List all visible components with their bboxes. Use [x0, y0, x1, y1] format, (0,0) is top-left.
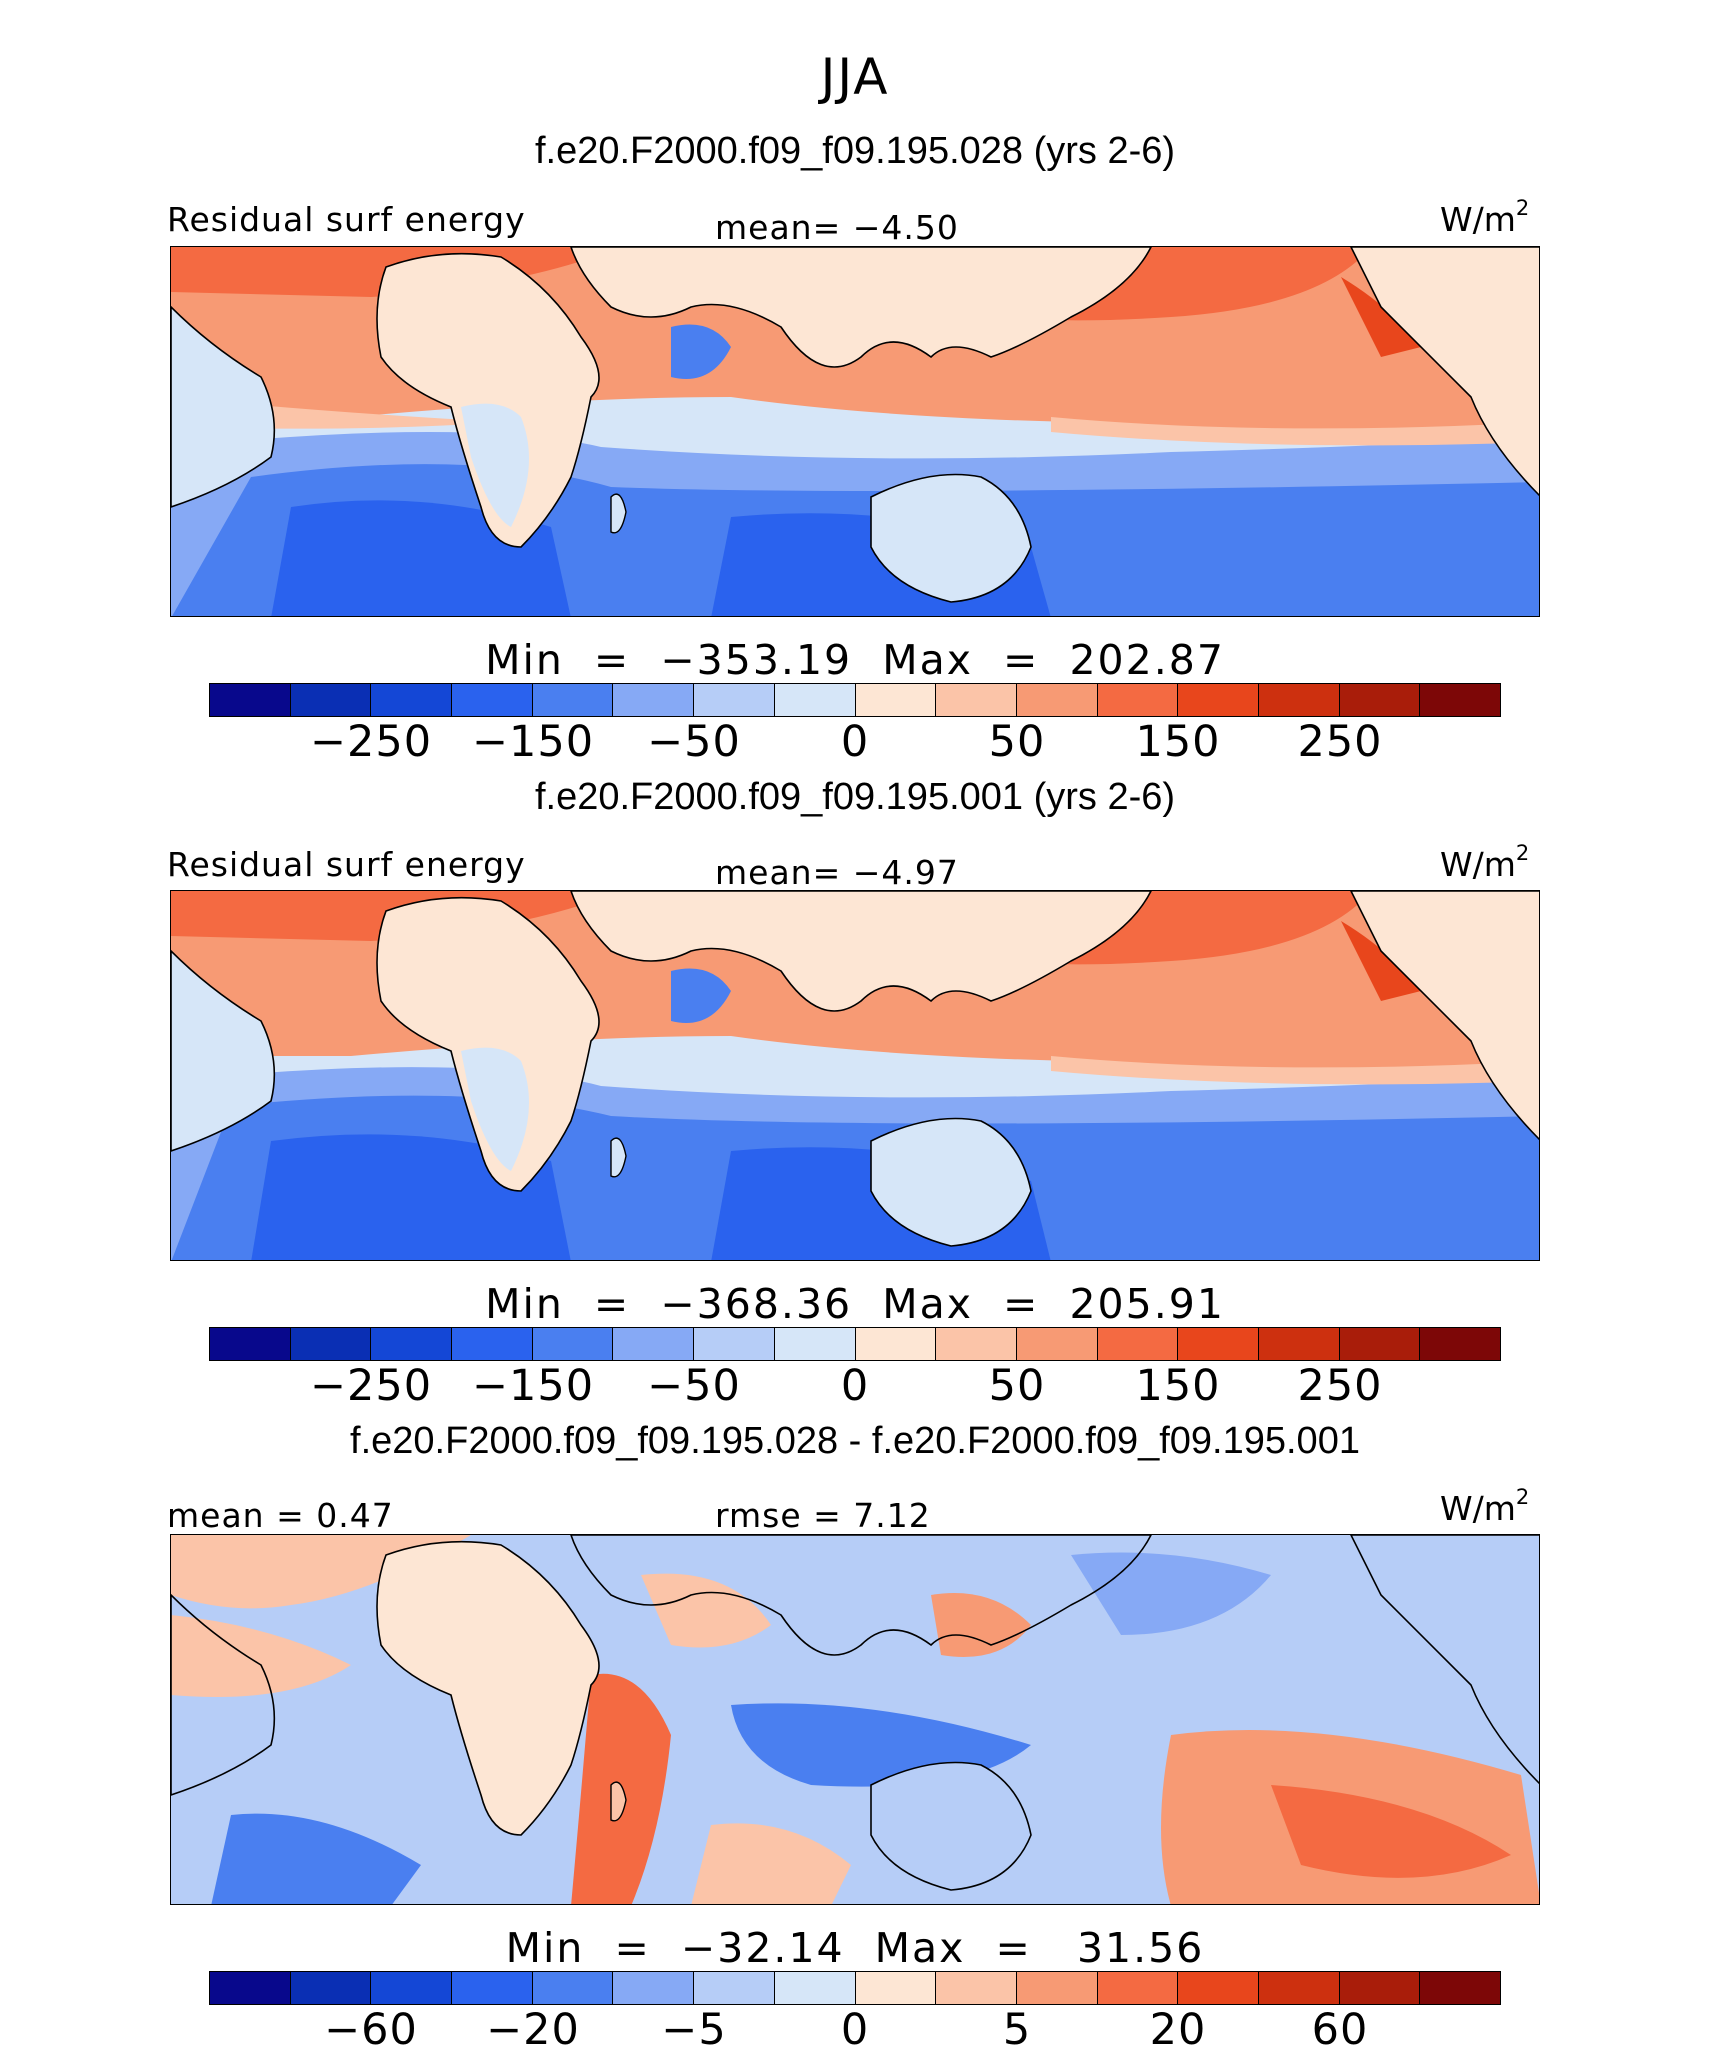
panel-3-map — [170, 1534, 1540, 1905]
colorbar-swatch — [1016, 1972, 1098, 2004]
colorbar-swatch — [371, 684, 453, 716]
colorbar-swatch — [694, 684, 775, 716]
panel-1-variable-label: Residual surf energy — [167, 200, 526, 239]
panel-1-tick: 50 — [988, 717, 1046, 767]
panel-2-mean-label: mean= −4.97 — [715, 853, 959, 892]
colorbar-swatch — [613, 684, 695, 716]
colorbar-swatch — [855, 1972, 937, 2004]
panel-3-minmax: Min = −32.14 Max = 31.56 — [505, 1924, 1205, 1972]
panel-1-minmax: Min = −353.19 Max = 202.87 — [485, 636, 1225, 684]
colorbar-swatch — [290, 1972, 372, 2004]
colorbar-swatch — [613, 1328, 695, 1360]
panel-2-tick: −250 — [309, 1361, 433, 1411]
colorbar-swatch — [532, 684, 614, 716]
panel-1-tick: 250 — [1297, 717, 1383, 767]
colorbar-swatch — [532, 1328, 614, 1360]
panel-3-tick: −5 — [661, 2005, 727, 2055]
colorbar-swatch — [1097, 1972, 1179, 2004]
colorbar-swatch — [1258, 1972, 1340, 2004]
panel-1-tick: 0 — [840, 717, 870, 767]
colorbar-swatch — [1178, 684, 1259, 716]
panel-1-map — [170, 246, 1540, 617]
panel-3-tick: −60 — [324, 2005, 418, 2055]
panel-3-rmse-label: rmse = 7.12 — [715, 1496, 931, 1535]
colorbar-swatch — [371, 1328, 453, 1360]
colorbar-swatch — [1097, 1328, 1179, 1360]
colorbar-swatch — [936, 1328, 1017, 1360]
colorbar-swatch — [1016, 684, 1098, 716]
panel-3-colorbar — [209, 1971, 1501, 2005]
panel-1-tick: −50 — [647, 717, 741, 767]
colorbar-swatch — [613, 1972, 695, 2004]
panel-1-tick: 150 — [1135, 717, 1221, 767]
colorbar-swatch — [936, 1972, 1017, 2004]
colorbar-swatch — [694, 1972, 775, 2004]
panel-2-tick: 50 — [988, 1361, 1046, 1411]
panel-2-variable-label: Residual surf energy — [167, 845, 526, 884]
colorbar-swatch — [694, 1328, 775, 1360]
panel-1-colorbar — [209, 683, 1501, 717]
colorbar-swatch — [1178, 1328, 1259, 1360]
colorbar-swatch — [290, 1328, 372, 1360]
panel-2-title: f.e20.F2000.f09_f09.195.001 (yrs 2-6) — [534, 776, 1176, 818]
colorbar-swatch — [1420, 1328, 1500, 1360]
panel-1-tick: −250 — [309, 717, 433, 767]
colorbar-swatch — [855, 684, 937, 716]
colorbar-swatch — [774, 1972, 856, 2004]
panel-3-title: f.e20.F2000.f09_f09.195.028 - f.e20.F200… — [350, 1420, 1360, 1462]
colorbar-swatch — [452, 684, 533, 716]
panel-3-units: W/m2 — [1440, 1485, 1530, 1528]
colorbar-swatch — [452, 1972, 533, 2004]
panel-1-units: W/m2 — [1440, 196, 1530, 239]
colorbar-swatch — [290, 684, 372, 716]
panel-2-map — [170, 890, 1540, 1261]
panel-3-tick: 5 — [1002, 2005, 1032, 2055]
panel-2-tick: −50 — [647, 1361, 741, 1411]
panel-3-tick: 0 — [840, 2005, 870, 2055]
panel-3-tick: −20 — [486, 2005, 580, 2055]
panel-1-mean-label: mean= −4.50 — [715, 208, 959, 247]
colorbar-swatch — [1420, 1972, 1500, 2004]
panel-3-mean-label: mean = 0.47 — [167, 1496, 394, 1535]
colorbar-swatch — [774, 684, 856, 716]
panel-3-tick: 20 — [1149, 2005, 1207, 2055]
colorbar-swatch — [371, 1972, 453, 2004]
season-title: JJA — [820, 48, 890, 106]
panel-2-minmax: Min = −368.36 Max = 205.91 — [485, 1280, 1225, 1328]
colorbar-swatch — [1258, 1328, 1340, 1360]
panel-2-tick: 150 — [1135, 1361, 1221, 1411]
panel-2-colorbar — [209, 1327, 1501, 1361]
panel-2-tick: 0 — [840, 1361, 870, 1411]
colorbar-swatch — [1016, 1328, 1098, 1360]
colorbar-swatch — [855, 1328, 937, 1360]
colorbar-swatch — [1339, 1972, 1421, 2004]
colorbar-swatch — [1339, 1328, 1421, 1360]
colorbar-swatch — [532, 1972, 614, 2004]
colorbar-swatch — [210, 684, 291, 716]
colorbar-swatch — [452, 1328, 533, 1360]
colorbar-swatch — [210, 1328, 291, 1360]
colorbar-swatch — [1178, 1972, 1259, 2004]
colorbar-swatch — [1339, 684, 1421, 716]
colorbar-swatch — [210, 1972, 291, 2004]
colorbar-swatch — [774, 1328, 856, 1360]
colorbar-swatch — [1097, 684, 1179, 716]
colorbar-swatch — [936, 684, 1017, 716]
panel-3-tick: 60 — [1311, 2005, 1369, 2055]
panel-2-units: W/m2 — [1440, 841, 1530, 884]
panel-2-tick: 250 — [1297, 1361, 1383, 1411]
panel-1-tick: −150 — [471, 717, 595, 767]
colorbar-swatch — [1420, 684, 1500, 716]
panel-2-tick: −150 — [471, 1361, 595, 1411]
panel-1-title: f.e20.F2000.f09_f09.195.028 (yrs 2-6) — [534, 130, 1176, 172]
colorbar-swatch — [1258, 684, 1340, 716]
